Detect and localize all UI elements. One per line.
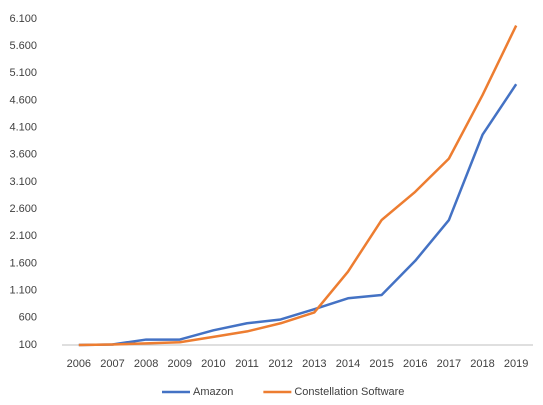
x-tick-label: 2016 xyxy=(403,358,427,370)
x-tick-label: 2012 xyxy=(268,358,292,370)
y-tick-label: 4.100 xyxy=(9,122,37,134)
series-line xyxy=(78,24,518,347)
y-tick-label: 4.600 xyxy=(9,94,37,106)
x-tick-label: 2010 xyxy=(201,358,225,370)
x-tick-label: 2017 xyxy=(437,358,461,370)
x-tick-label: 2013 xyxy=(302,358,326,370)
series-line xyxy=(78,83,518,347)
y-tick-label: 3.100 xyxy=(9,176,37,188)
x-tick-label: 2019 xyxy=(504,358,528,370)
x-tick-label: 2009 xyxy=(168,358,192,370)
x-tick-label: 2007 xyxy=(100,358,124,370)
x-tick-label: 2008 xyxy=(134,358,158,370)
y-tick-label: 1.600 xyxy=(9,257,37,269)
x-tick-label: 2018 xyxy=(470,358,494,370)
legend-label: Constellation Software xyxy=(294,386,404,398)
x-tick-label: 2015 xyxy=(369,358,393,370)
y-tick-label: 2.100 xyxy=(9,230,37,242)
y-tick-label: 600 xyxy=(19,312,37,324)
y-tick-label: 100 xyxy=(19,339,37,351)
x-tick-label: 2014 xyxy=(336,358,360,370)
y-tick-label: 1.100 xyxy=(9,285,37,297)
y-tick-label: 5.600 xyxy=(9,40,37,52)
x-tick-label: 2011 xyxy=(235,358,259,370)
y-tick-label: 6.100 xyxy=(9,13,37,25)
y-tick-label: 3.600 xyxy=(9,149,37,161)
x-tick-label: 2006 xyxy=(67,358,91,370)
legend-label: Amazon xyxy=(193,386,233,398)
y-tick-label: 2.600 xyxy=(9,203,37,215)
y-tick-label: 5.100 xyxy=(9,67,37,79)
